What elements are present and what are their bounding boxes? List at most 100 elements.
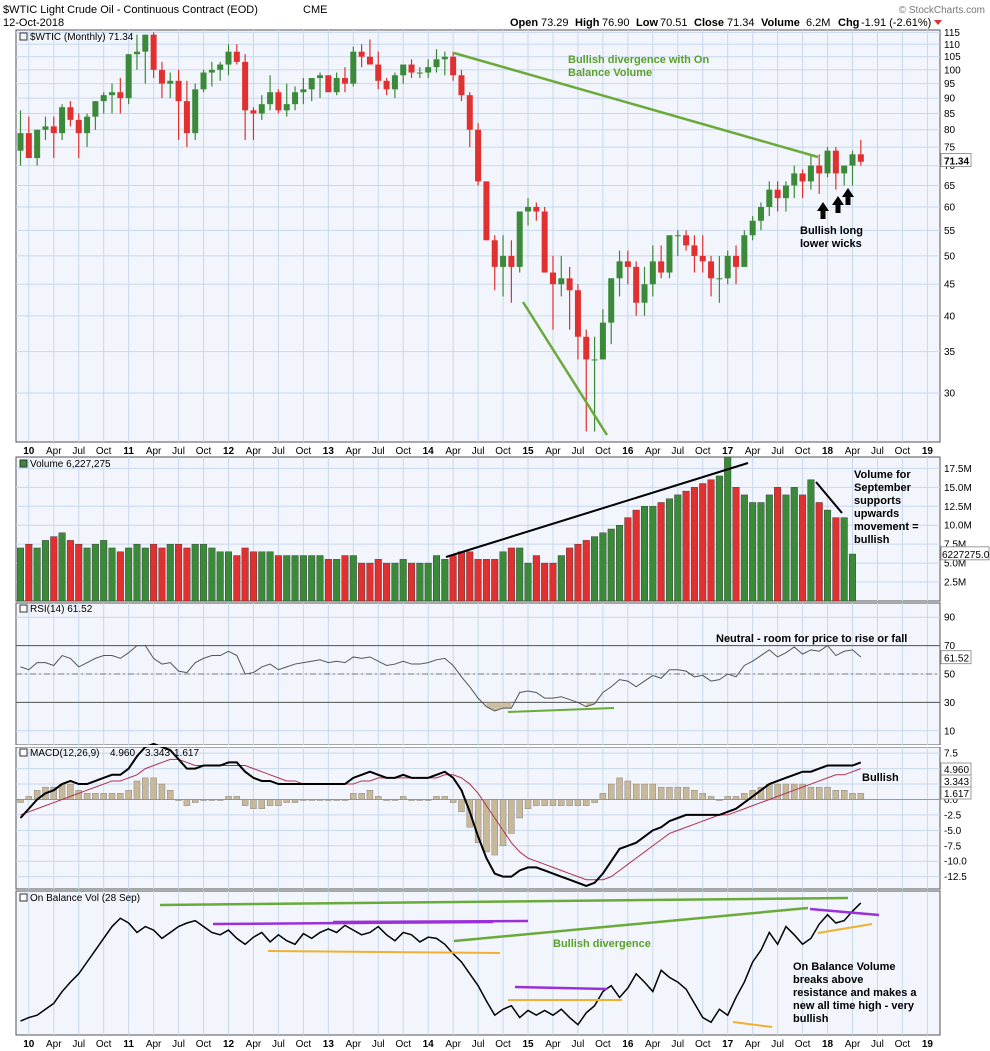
candle-body (483, 181, 490, 241)
annotation-text: Bullish divergence with On (568, 54, 709, 66)
time-axis-label: Oct (296, 1039, 312, 1050)
volume-bar (574, 543, 582, 602)
macd-histogram-bar (657, 786, 665, 800)
volume-bar (732, 487, 740, 602)
volume-bar (624, 517, 632, 602)
volume-bar (399, 559, 407, 602)
macd-histogram-bar (849, 793, 856, 800)
macd-histogram-bar (108, 793, 116, 800)
candle-body (841, 165, 848, 174)
time-axis-label: Jul (871, 446, 884, 457)
rsi-tick-label: 90 (944, 613, 956, 624)
time-axis-label: Oct (895, 1039, 911, 1050)
volume-bar (607, 528, 615, 602)
price-tick-label: 30 (944, 389, 956, 400)
macd-histogram-bar (441, 796, 449, 800)
macd-histogram-bar (400, 796, 407, 800)
time-axis-label: 10 (23, 1039, 35, 1050)
macd-histogram-bar (558, 799, 565, 806)
candle-body (816, 165, 823, 174)
chart-title-exchange: CME (303, 4, 327, 16)
macd-histogram-bar (424, 799, 432, 801)
macd-histogram-bar (208, 799, 216, 801)
candle-body (691, 245, 698, 256)
volume-bar (358, 562, 366, 602)
candle-body (574, 290, 581, 337)
panel-icon (19, 32, 28, 41)
macd-value-tag (940, 786, 972, 800)
annotation-text: breaks above (793, 974, 863, 986)
macd-histogram-bar (391, 799, 399, 801)
macd-histogram-bar (416, 799, 424, 801)
candle-body (300, 89, 307, 93)
volume-bar (208, 547, 216, 602)
time-axis-label: Apr (346, 446, 362, 457)
volume-bar (599, 532, 607, 602)
macd-histogram-bar (275, 799, 282, 806)
volume-bar (291, 555, 299, 602)
candle-body (508, 255, 515, 267)
macd-histogram-bar (474, 799, 482, 843)
divergence-trendline (453, 51, 819, 159)
time-axis-label: Oct (395, 446, 411, 457)
candle-body (350, 51, 357, 84)
last-rsi-value: 61.52 (944, 654, 969, 665)
volume-bar (283, 555, 291, 602)
annotation-text: resistance and makes a (793, 987, 917, 999)
volume-trendline (445, 462, 749, 558)
volume-bar (665, 498, 673, 602)
candle-body (591, 359, 598, 361)
obv-resistance-line (514, 985, 608, 991)
volume-bar (441, 559, 449, 602)
svg-text:Volume: Volume (761, 17, 800, 29)
volume-bar (324, 559, 332, 602)
macd-histogram-bar (241, 799, 249, 806)
macd-histogram-bar (325, 799, 332, 801)
volume-bar (682, 490, 690, 602)
candle-body (433, 59, 440, 68)
macd-histogram-bar (732, 796, 740, 800)
macd-histogram-bar (383, 799, 390, 801)
time-axis-label: Jul (572, 1039, 585, 1050)
volume-bar (566, 547, 574, 602)
macd-histogram-bar (682, 786, 690, 800)
time-axis-label: Apr (346, 1039, 362, 1050)
macd-histogram-bar (782, 783, 790, 800)
candle-body (583, 336, 590, 360)
volume-panel-title: Volume 6,227,275 (30, 459, 111, 470)
annotation-text: Volume for (854, 469, 911, 481)
macd-tick-label: -12.5 (944, 872, 967, 883)
time-axis-label: 18 (822, 446, 834, 457)
annotation-text: movement = (854, 521, 919, 533)
volume-bar (258, 551, 266, 602)
candle-body (516, 211, 523, 267)
candle-body (491, 240, 498, 267)
candle-body (408, 64, 415, 73)
time-axis-label: Apr (246, 1039, 262, 1050)
time-axis-label: 10 (23, 446, 35, 457)
volume-bar (482, 559, 490, 602)
volume-bar (491, 559, 499, 602)
time-axis-label: Oct (96, 1039, 112, 1050)
candle-body (67, 107, 74, 120)
volume-bar (383, 562, 391, 602)
volume-bar (832, 517, 840, 602)
candle-body (624, 261, 631, 267)
candle-body (391, 75, 398, 90)
volume-bar (449, 555, 457, 602)
candle-body (774, 189, 781, 199)
time-axis-label: 14 (423, 1039, 435, 1050)
volume-bar (765, 494, 773, 602)
rsi-tick-label: 70 (944, 641, 956, 652)
obv-line (20, 902, 862, 1026)
volume-bar (341, 555, 349, 602)
candle-body (766, 189, 773, 207)
volume-bar (790, 487, 798, 602)
volume-bar (17, 547, 25, 602)
time-axis-label: Jul (572, 446, 585, 457)
volume-bar (824, 509, 832, 602)
divergence-trendline (521, 301, 609, 436)
volume-bar (724, 456, 732, 602)
time-axis-label: 19 (922, 1039, 934, 1050)
